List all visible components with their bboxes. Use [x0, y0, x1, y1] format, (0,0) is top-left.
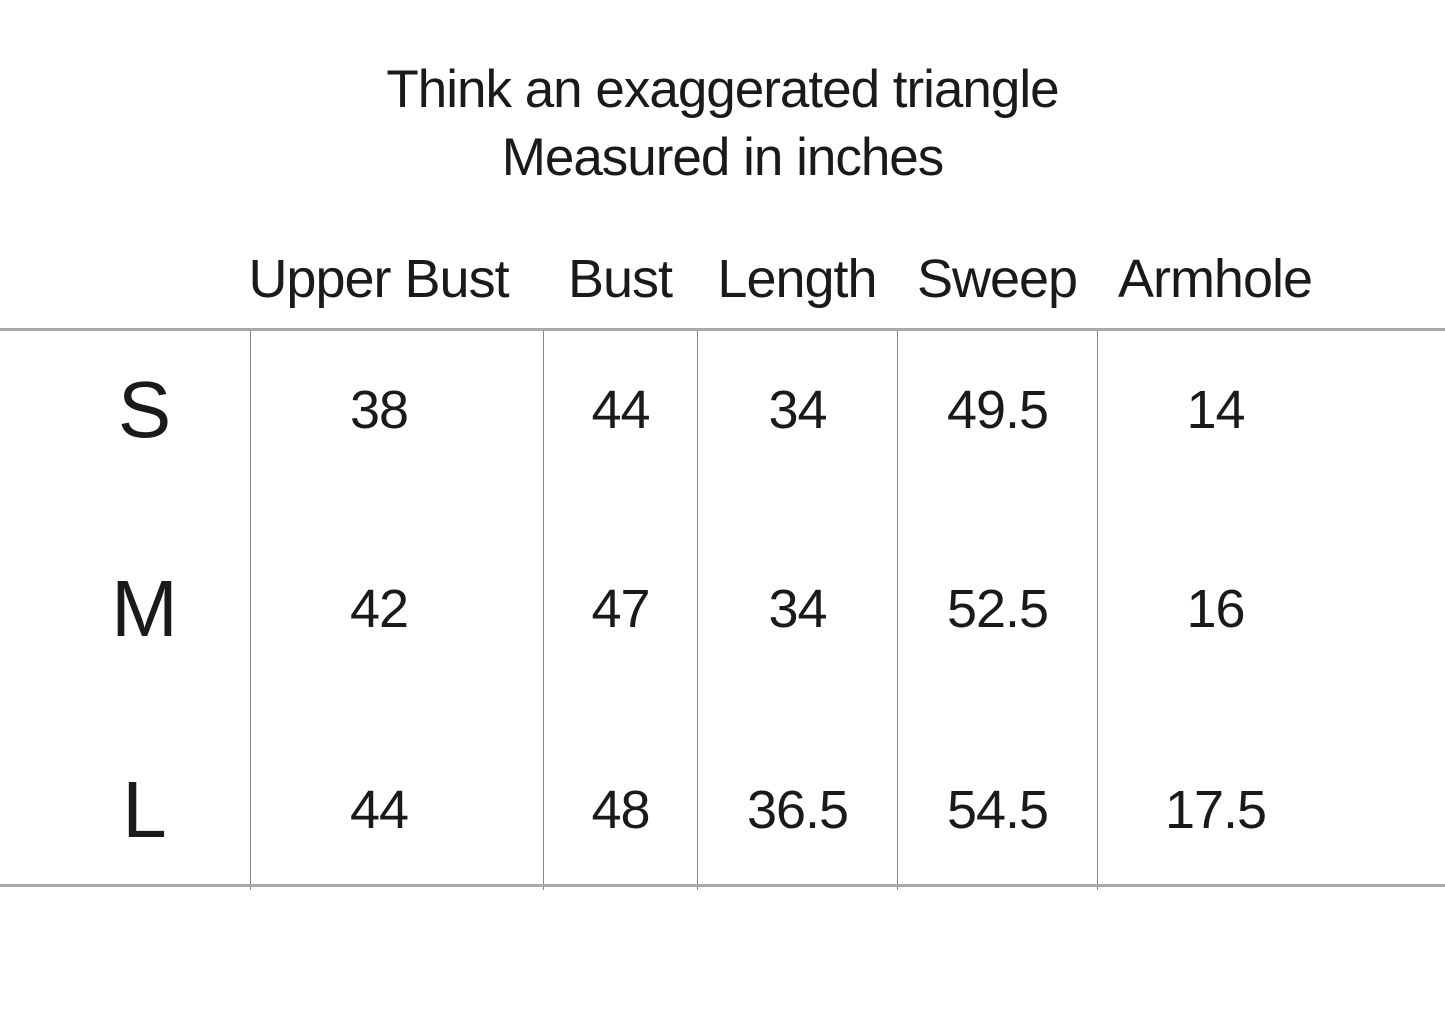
row-label-m: M: [111, 564, 178, 653]
table-cell: 44: [250, 729, 543, 890]
chart-title-line-1: Think an exaggerated triangle: [386, 60, 1059, 119]
table-cell: 54.5: [897, 729, 1097, 890]
table-cell: 48: [543, 729, 697, 890]
table-cell: 44: [543, 331, 697, 489]
table-cell: 47: [543, 489, 697, 729]
table-cell: 49.5: [897, 331, 1097, 489]
table-header-row: Upper Bust Bust Length Sweep Armhole: [0, 228, 1445, 330]
table-cell: 17.5: [1097, 729, 1445, 890]
column-header-armhole: Armhole: [1117, 249, 1313, 309]
table-cell: 34: [697, 489, 897, 729]
chart-title: Think an exaggerated triangle Measured i…: [0, 56, 1445, 192]
table-cell: 16: [1097, 489, 1445, 729]
row-label-l: L: [122, 764, 167, 854]
table-cell: 52.5: [897, 489, 1097, 729]
column-header-sweep: Sweep: [916, 249, 1078, 309]
column-header-upper-bust: Upper Bust: [248, 249, 509, 309]
column-header-length: Length: [717, 249, 877, 309]
table-cell: 42: [250, 489, 543, 729]
row-label-s: S: [117, 365, 171, 454]
header-spacer: [0, 228, 250, 330]
chart-title-line-2: Measured in inches: [501, 128, 945, 187]
table-cell: 36.5: [697, 729, 897, 890]
column-header-bust: Bust: [567, 249, 673, 309]
table-bottom-rule: [0, 884, 1445, 887]
table-cell: 34: [697, 331, 897, 489]
table-cell: 38: [250, 331, 543, 489]
table-cell: 14: [1097, 331, 1445, 489]
header-divider-rule: [0, 328, 1445, 331]
table-body: S 38 44 34 49.5 14 M 42 47 34 52.5 16 L …: [0, 331, 1445, 890]
